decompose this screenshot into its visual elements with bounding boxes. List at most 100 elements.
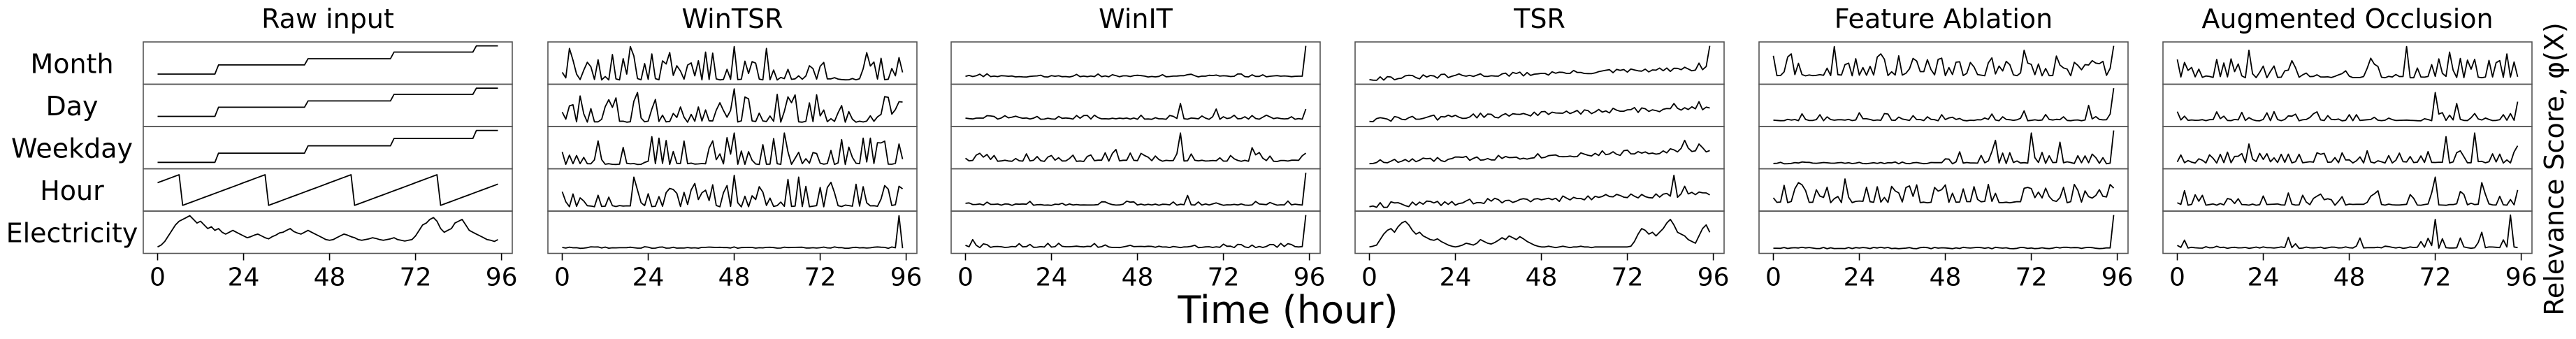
x-tick-label: 96 bbox=[1294, 264, 1326, 292]
series-line-hour bbox=[2177, 176, 2519, 206]
row-frame-day bbox=[1354, 83, 1725, 127]
x-tick-label: 0 bbox=[957, 264, 974, 292]
x-tick-label: 72 bbox=[400, 264, 432, 292]
series-line-day bbox=[1369, 101, 1710, 123]
x-tick-label: 48 bbox=[2333, 264, 2366, 292]
row-frame-day bbox=[143, 83, 513, 127]
series-line-electricity bbox=[1773, 215, 2115, 250]
x-tick-label: 72 bbox=[2016, 264, 2048, 292]
x-tick-label: 0 bbox=[2169, 264, 2185, 292]
panel-winit: WinIT 0 24 48 72 96 bbox=[950, 3, 1326, 292]
row-frame-month bbox=[1758, 41, 2129, 85]
x-tick-label: 0 bbox=[1361, 264, 1377, 292]
x-tick-label: 0 bbox=[1765, 264, 1781, 292]
row-frame-month bbox=[143, 41, 513, 85]
feature-label-hour: Hour bbox=[40, 175, 104, 206]
x-tick-label: 24 bbox=[1844, 264, 1876, 292]
x-tick-label: 24 bbox=[2248, 264, 2280, 292]
x-tick-label: 0 bbox=[554, 264, 570, 292]
x-tick-label: 24 bbox=[1036, 264, 1068, 292]
series-line-month bbox=[965, 45, 1307, 78]
x-tick-label: 48 bbox=[1526, 264, 1558, 292]
x-tick-label: 96 bbox=[2505, 264, 2538, 292]
series-line-month bbox=[561, 45, 904, 81]
series-line-hour bbox=[561, 174, 904, 208]
series-line-month bbox=[157, 45, 498, 75]
x-tick-label: 48 bbox=[314, 264, 346, 292]
row-frame-day bbox=[547, 83, 918, 127]
panel-augmented-occlusion: Augmented Occlusion 0 24 48 72 96 bbox=[2162, 3, 2538, 292]
series-line-day bbox=[561, 88, 903, 123]
x-tick-label: 24 bbox=[632, 264, 665, 292]
series-line-hour bbox=[965, 173, 1307, 206]
series-line-month bbox=[2176, 45, 2519, 79]
chart-panels: Raw input 0 24 48 72 96 WinTSR 0 24 48 72 96 WinIT 0 2… bbox=[143, 3, 2538, 292]
series-line-electricity bbox=[562, 215, 904, 250]
x-tick-label: 48 bbox=[718, 264, 751, 292]
x-axis-title: Time (hour) bbox=[1177, 288, 1398, 332]
x-tick-label: 48 bbox=[1930, 264, 1962, 292]
x-tick-label: 96 bbox=[890, 264, 922, 292]
row-frame-hour bbox=[143, 168, 513, 212]
feature-label-day: Day bbox=[45, 91, 98, 122]
series-line-day bbox=[157, 87, 498, 117]
series-line-hour bbox=[1772, 178, 2115, 204]
panel-raw-input: Raw input 0 24 48 72 96 bbox=[143, 3, 518, 292]
panel-feature-ablation: Feature Ablation 0 24 48 72 96 bbox=[1758, 3, 2134, 292]
series-line-electricity bbox=[2177, 214, 2518, 250]
x-tick-label: 96 bbox=[2101, 264, 2134, 292]
row-frame-month bbox=[1354, 41, 1725, 85]
row-frame-electricity bbox=[1354, 210, 1725, 254]
x-tick-label: 24 bbox=[228, 264, 260, 292]
panel-wintsr: WinTSR 0 24 48 72 96 bbox=[547, 3, 922, 292]
x-tick-label: 48 bbox=[1122, 264, 1154, 292]
row-frame-electricity bbox=[143, 210, 513, 254]
row-frame-month bbox=[2162, 41, 2533, 85]
x-tick-label: 24 bbox=[1440, 264, 1472, 292]
x-tick-label: 72 bbox=[1612, 264, 1644, 292]
row-frame-electricity bbox=[1758, 210, 2129, 254]
x-tick-label: 96 bbox=[1698, 264, 1730, 292]
panel-title: Raw input bbox=[261, 3, 394, 34]
row-frame-electricity bbox=[547, 210, 918, 254]
feature-label-group: Month Day Weekday Hour Electricity bbox=[6, 48, 138, 248]
series-line-electricity bbox=[1369, 218, 1711, 249]
feature-label-month: Month bbox=[30, 48, 113, 79]
feature-label-weekday: Weekday bbox=[11, 133, 133, 164]
panel-tsr: TSR 0 24 48 72 96 bbox=[1354, 3, 1730, 292]
row-frame-electricity bbox=[950, 210, 1321, 254]
row-frame-day bbox=[950, 83, 1321, 127]
row-frame-day bbox=[2162, 83, 2533, 127]
series-line-weekday bbox=[157, 129, 498, 164]
x-tick-label: 0 bbox=[150, 264, 166, 292]
series-line-hour bbox=[157, 174, 498, 206]
row-frame-weekday bbox=[1354, 126, 1725, 170]
series-line-weekday bbox=[1369, 139, 1710, 165]
series-line-day bbox=[1773, 87, 2115, 122]
panel-title: Feature Ablation bbox=[1835, 3, 2053, 34]
feature-label-electricity: Electricity bbox=[6, 217, 138, 248]
series-line-day bbox=[965, 103, 1307, 120]
x-tick-label: 72 bbox=[804, 264, 837, 292]
row-frame-electricity bbox=[2162, 210, 2533, 254]
series-line-weekday bbox=[561, 132, 904, 166]
x-tick-label: 72 bbox=[1208, 264, 1240, 292]
series-line-weekday bbox=[964, 132, 1307, 162]
y-axis-title-right: Relevance Score, φ(X) bbox=[2539, 22, 2570, 316]
series-line-electricity bbox=[157, 215, 498, 248]
series-line-weekday bbox=[2176, 132, 2519, 164]
x-tick-label: 72 bbox=[2419, 264, 2452, 292]
series-line-month bbox=[1772, 45, 2115, 77]
series-line-day bbox=[2176, 92, 2519, 122]
panel-title: TSR bbox=[1513, 3, 1565, 34]
series-line-electricity bbox=[965, 215, 1307, 249]
panel-title: WinIT bbox=[1099, 3, 1173, 34]
series-line-month bbox=[1369, 45, 1711, 81]
panel-title: Augmented Occlusion bbox=[2201, 3, 2493, 34]
series-line-weekday bbox=[1773, 130, 2115, 165]
x-tick-label: 96 bbox=[486, 264, 518, 292]
row-frame-weekday bbox=[950, 126, 1321, 170]
panel-title: WinTSR bbox=[681, 3, 783, 34]
row-frame-month bbox=[950, 41, 1321, 85]
